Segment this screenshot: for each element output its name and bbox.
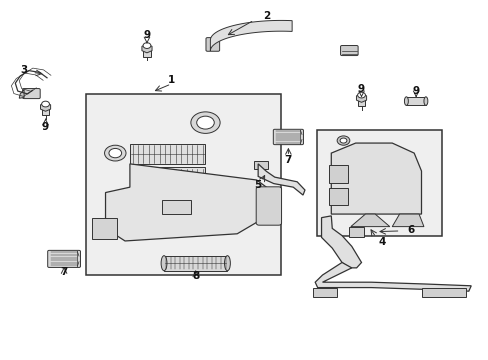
Ellipse shape bbox=[161, 256, 166, 271]
Text: 7: 7 bbox=[284, 155, 291, 165]
Text: 8: 8 bbox=[192, 271, 199, 281]
Polygon shape bbox=[330, 143, 421, 214]
Ellipse shape bbox=[404, 97, 407, 105]
Circle shape bbox=[143, 43, 151, 49]
Bar bbox=[348, 226, 363, 237]
Polygon shape bbox=[142, 44, 152, 53]
Circle shape bbox=[104, 145, 126, 161]
Bar bbox=[328, 188, 347, 205]
Circle shape bbox=[41, 101, 49, 107]
Polygon shape bbox=[321, 216, 361, 268]
Text: 9: 9 bbox=[357, 84, 365, 94]
Circle shape bbox=[196, 116, 214, 129]
Polygon shape bbox=[41, 103, 51, 111]
Bar bbox=[130, 144, 205, 164]
Text: 9: 9 bbox=[143, 30, 150, 40]
Circle shape bbox=[339, 138, 346, 143]
Polygon shape bbox=[356, 94, 366, 102]
Bar bbox=[406, 97, 425, 105]
Text: 4: 4 bbox=[378, 237, 385, 247]
Text: 9: 9 bbox=[42, 122, 49, 132]
Bar bbox=[328, 165, 347, 183]
FancyBboxPatch shape bbox=[256, 187, 281, 225]
Text: 7: 7 bbox=[61, 267, 68, 277]
Circle shape bbox=[351, 228, 361, 235]
FancyBboxPatch shape bbox=[340, 45, 357, 55]
FancyBboxPatch shape bbox=[205, 38, 219, 51]
Ellipse shape bbox=[423, 97, 427, 105]
Polygon shape bbox=[350, 214, 389, 226]
Polygon shape bbox=[105, 164, 273, 241]
Text: 5: 5 bbox=[254, 180, 261, 190]
Circle shape bbox=[357, 92, 365, 98]
Bar bbox=[41, 106, 49, 115]
Polygon shape bbox=[391, 214, 423, 226]
Text: 2: 2 bbox=[262, 11, 269, 21]
Polygon shape bbox=[210, 21, 291, 51]
Circle shape bbox=[336, 136, 349, 145]
Bar bbox=[422, 288, 466, 297]
Bar bbox=[161, 200, 190, 214]
Bar bbox=[357, 97, 365, 106]
Polygon shape bbox=[19, 90, 24, 98]
Text: 3: 3 bbox=[20, 64, 28, 75]
Bar bbox=[163, 256, 227, 271]
Circle shape bbox=[353, 230, 359, 234]
Bar bbox=[86, 94, 281, 275]
Text: 6: 6 bbox=[407, 225, 414, 235]
Bar bbox=[312, 288, 336, 297]
FancyBboxPatch shape bbox=[273, 129, 303, 145]
Ellipse shape bbox=[224, 256, 230, 271]
Bar bbox=[130, 167, 205, 187]
FancyBboxPatch shape bbox=[48, 250, 81, 267]
Bar bbox=[254, 161, 267, 169]
Polygon shape bbox=[315, 262, 470, 291]
Text: 1: 1 bbox=[167, 75, 175, 85]
Circle shape bbox=[190, 112, 220, 134]
Polygon shape bbox=[258, 164, 305, 195]
Circle shape bbox=[109, 148, 122, 158]
FancyBboxPatch shape bbox=[22, 89, 40, 99]
Text: 9: 9 bbox=[412, 86, 419, 96]
Bar bbox=[316, 130, 442, 235]
Bar bbox=[92, 218, 117, 239]
Bar bbox=[143, 47, 151, 57]
